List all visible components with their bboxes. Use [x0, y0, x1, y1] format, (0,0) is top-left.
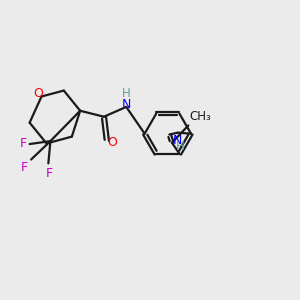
Text: H: H: [176, 140, 185, 153]
Text: N: N: [173, 134, 182, 147]
Text: F: F: [20, 137, 27, 150]
Text: CH₃: CH₃: [190, 110, 211, 122]
Text: H: H: [122, 87, 130, 101]
Text: O: O: [33, 87, 43, 100]
Text: F: F: [45, 167, 52, 180]
Text: N: N: [122, 98, 131, 111]
Text: O: O: [107, 136, 117, 149]
Text: F: F: [21, 161, 28, 174]
